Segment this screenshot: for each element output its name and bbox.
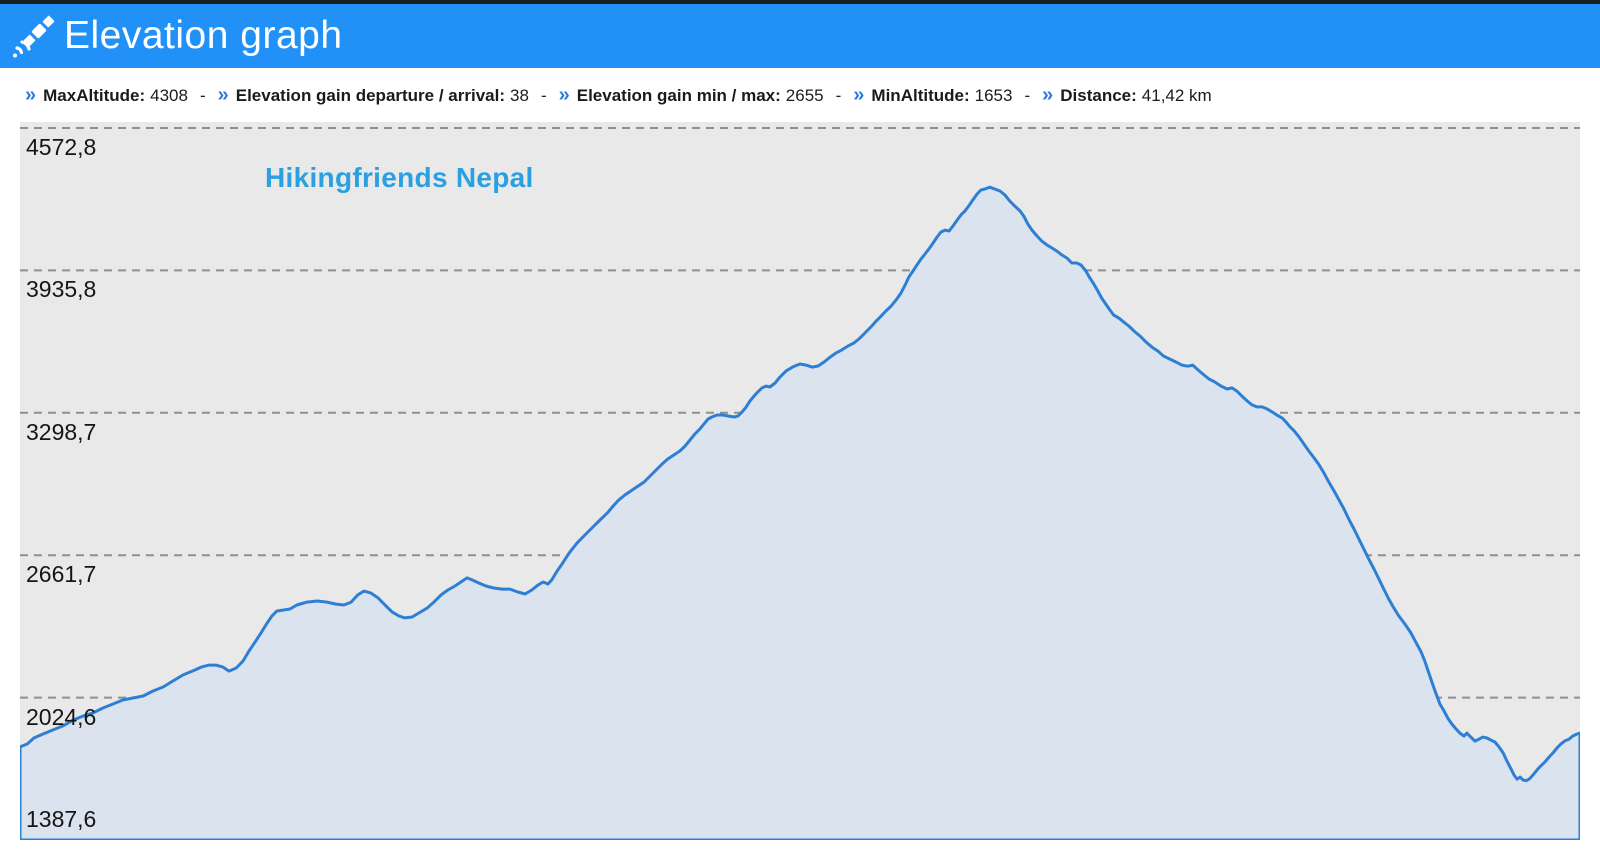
stat-separator: -	[540, 86, 547, 105]
double-chevron-icon: »	[853, 84, 865, 106]
app-header: Elevation graph	[0, 4, 1600, 68]
window-top-border	[0, 0, 1600, 4]
y-axis-label: 3935,8	[26, 276, 97, 303]
stat-item: » MaxAltitude: 4308	[25, 84, 188, 106]
double-chevron-icon: »	[1042, 84, 1054, 106]
double-chevron-icon: »	[217, 84, 229, 106]
stat-label: MaxAltitude:	[43, 86, 146, 105]
stats-bar: » MaxAltitude: 4308-» Elevation gain depart…	[25, 84, 1600, 108]
stat-label: Elevation gain min / max:	[576, 86, 781, 105]
y-axis-label: 2661,7	[26, 561, 97, 588]
stat-separator: -	[1024, 86, 1031, 105]
double-chevron-icon: »	[558, 84, 570, 106]
stat-value: 1653	[974, 86, 1013, 105]
elevation-chart: Hikingfriends Nepal 4572,8 3935,8 3298,7 26…	[20, 122, 1580, 840]
stat-label: MinAltitude:	[871, 86, 970, 105]
chart-svg	[20, 127, 1580, 840]
stat-separator: -	[835, 86, 842, 105]
elevation-area	[20, 185, 1580, 840]
app-title: Elevation graph	[64, 14, 343, 57]
y-axis-label: 4572,8	[26, 134, 97, 160]
stat-item: » MinAltitude: 1653	[853, 84, 1013, 106]
watermark: Hikingfriends Nepal	[265, 162, 534, 193]
satellite-icon	[10, 12, 58, 60]
stat-label: Elevation gain departure / arrival:	[235, 86, 506, 105]
stat-label: Distance:	[1060, 86, 1137, 105]
stat-value: 38	[510, 86, 529, 105]
stat-value: 2655	[785, 86, 824, 105]
double-chevron-icon: »	[25, 84, 37, 106]
stat-separator: -	[199, 86, 206, 105]
y-axis-label: 3298,7	[26, 418, 97, 445]
y-axis-label: 2024,6	[26, 703, 97, 730]
stat-item: » Distance: 41,42 km	[1042, 84, 1212, 106]
stat-value: 4308	[150, 86, 188, 105]
stat-item: » Elevation gain departure / arrival: 38	[217, 84, 529, 106]
y-axis-label: 1387,6	[26, 806, 97, 832]
stat-item: » Elevation gain min / max: 2655	[558, 84, 824, 106]
stat-value: 41,42 km	[1141, 86, 1212, 105]
